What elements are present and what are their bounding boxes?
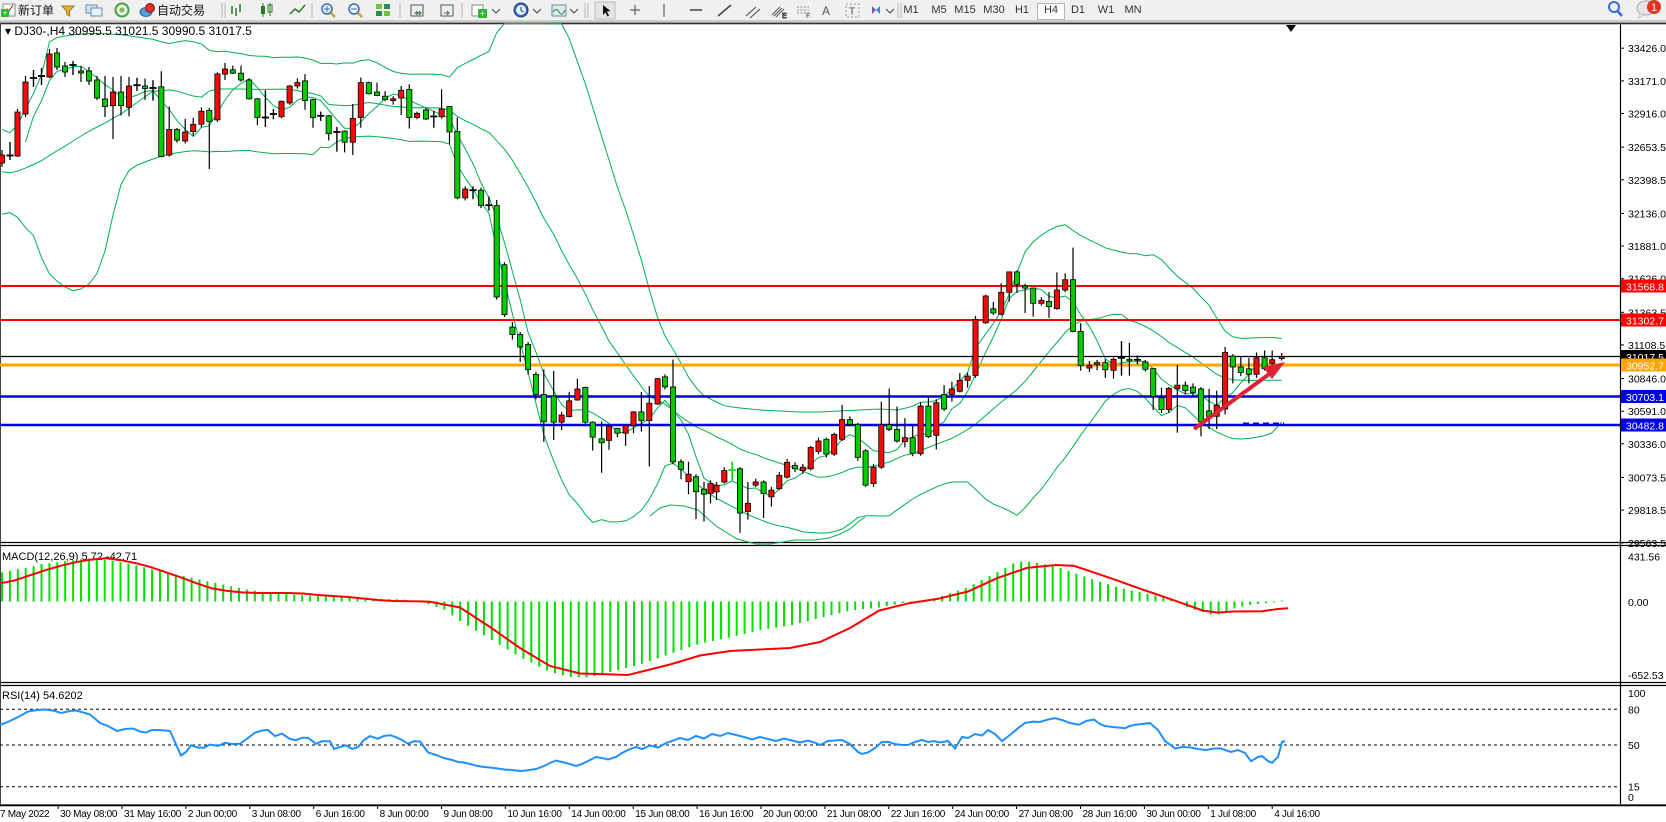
svg-text:+: + bbox=[3, 9, 8, 18]
svg-text:431.56: 431.56 bbox=[1628, 552, 1660, 564]
svg-text:+: + bbox=[480, 9, 485, 19]
svg-text:10 Jun 16:00: 10 Jun 16:00 bbox=[507, 809, 562, 820]
svg-text:32653.5: 32653.5 bbox=[1628, 142, 1666, 154]
svg-text:RSI(14) 54.6202: RSI(14) 54.6202 bbox=[2, 690, 83, 702]
svg-text:32398.5: 32398.5 bbox=[1628, 175, 1666, 187]
svg-text:29563.5: 29563.5 bbox=[1628, 538, 1666, 550]
svg-text:MACD(12,26,9) 5.72 -42.71: MACD(12,26,9) 5.72 -42.71 bbox=[2, 551, 137, 563]
svg-text:30591.0: 30591.0 bbox=[1628, 406, 1666, 418]
svg-text:3 Jun 08:00: 3 Jun 08:00 bbox=[252, 809, 302, 820]
svg-text:A: A bbox=[822, 4, 830, 18]
svg-text:32916.0: 32916.0 bbox=[1628, 109, 1666, 121]
svg-text:22 Jun 16:00: 22 Jun 16:00 bbox=[891, 809, 946, 820]
svg-text:24 Jun 00:00: 24 Jun 00:00 bbox=[955, 809, 1010, 820]
svg-text:E: E bbox=[782, 13, 787, 20]
svg-text:31108.5: 31108.5 bbox=[1628, 340, 1665, 352]
svg-text:21 Jun 08:00: 21 Jun 08:00 bbox=[827, 809, 882, 820]
svg-text:-652.53: -652.53 bbox=[1628, 670, 1664, 682]
svg-text:30336.0: 30336.0 bbox=[1628, 439, 1666, 451]
svg-text:T: T bbox=[849, 7, 855, 18]
svg-text:16 Jun 16:00: 16 Jun 16:00 bbox=[699, 809, 754, 820]
svg-text:27 Jun 08:00: 27 Jun 08:00 bbox=[1019, 809, 1074, 820]
svg-text:80: 80 bbox=[1628, 704, 1640, 716]
svg-text:31302.7: 31302.7 bbox=[1626, 316, 1664, 328]
svg-text:31 May 16:00: 31 May 16:00 bbox=[124, 809, 182, 820]
svg-text:33426.0: 33426.0 bbox=[1628, 43, 1666, 55]
svg-text:32136.0: 32136.0 bbox=[1628, 208, 1666, 220]
svg-text:1: 1 bbox=[1651, 2, 1657, 14]
svg-text:100: 100 bbox=[1628, 688, 1646, 700]
svg-text:6 Jun 16:00: 6 Jun 16:00 bbox=[316, 809, 366, 820]
svg-text:30846.0: 30846.0 bbox=[1628, 374, 1666, 386]
svg-text:8 Jun 00:00: 8 Jun 00:00 bbox=[380, 809, 430, 820]
svg-text:F: F bbox=[806, 13, 810, 20]
svg-text:30952.7: 30952.7 bbox=[1626, 361, 1664, 373]
svg-text:14 Jun 00:00: 14 Jun 00:00 bbox=[571, 809, 626, 820]
svg-text:30073.5: 30073.5 bbox=[1628, 473, 1666, 485]
svg-text:30482.8: 30482.8 bbox=[1626, 421, 1664, 433]
svg-text:30 May 08:00: 30 May 08:00 bbox=[60, 809, 118, 820]
svg-text:4 Jul 16:00: 4 Jul 16:00 bbox=[1274, 809, 1320, 820]
svg-text:1 Jul 08:00: 1 Jul 08:00 bbox=[1210, 809, 1256, 820]
svg-text:自动交易: 自动交易 bbox=[157, 3, 205, 18]
svg-text:15 Jun 08:00: 15 Jun 08:00 bbox=[635, 809, 690, 820]
svg-text:50: 50 bbox=[1628, 740, 1640, 752]
svg-text:0.00: 0.00 bbox=[1628, 597, 1649, 609]
svg-text:0: 0 bbox=[1628, 792, 1634, 804]
svg-text:7 May 2022: 7 May 2022 bbox=[0, 809, 50, 820]
svg-text:29818.5: 29818.5 bbox=[1628, 505, 1666, 517]
svg-text:2 Jun 00:00: 2 Jun 00:00 bbox=[188, 809, 238, 820]
svg-text:31568.8: 31568.8 bbox=[1626, 282, 1664, 294]
svg-text:20 Jun 00:00: 20 Jun 00:00 bbox=[763, 809, 818, 820]
svg-text:28 Jun 16:00: 28 Jun 16:00 bbox=[1083, 809, 1138, 820]
svg-text:33171.0: 33171.0 bbox=[1628, 76, 1666, 88]
svg-text:新订单: 新订单 bbox=[18, 3, 54, 18]
svg-text:9 Jun 08:00: 9 Jun 08:00 bbox=[444, 809, 494, 820]
svg-text:30 Jun 00:00: 30 Jun 00:00 bbox=[1146, 809, 1201, 820]
svg-text:31881.0: 31881.0 bbox=[1628, 241, 1666, 253]
svg-text:15: 15 bbox=[1628, 782, 1640, 794]
svg-text:30703.1: 30703.1 bbox=[1626, 392, 1664, 404]
svg-text:▾ DJ30-,H4 30995.5 31021.5 30: ▾ DJ30-,H4 30995.5 31021.5 30990.5 31017… bbox=[5, 24, 252, 38]
